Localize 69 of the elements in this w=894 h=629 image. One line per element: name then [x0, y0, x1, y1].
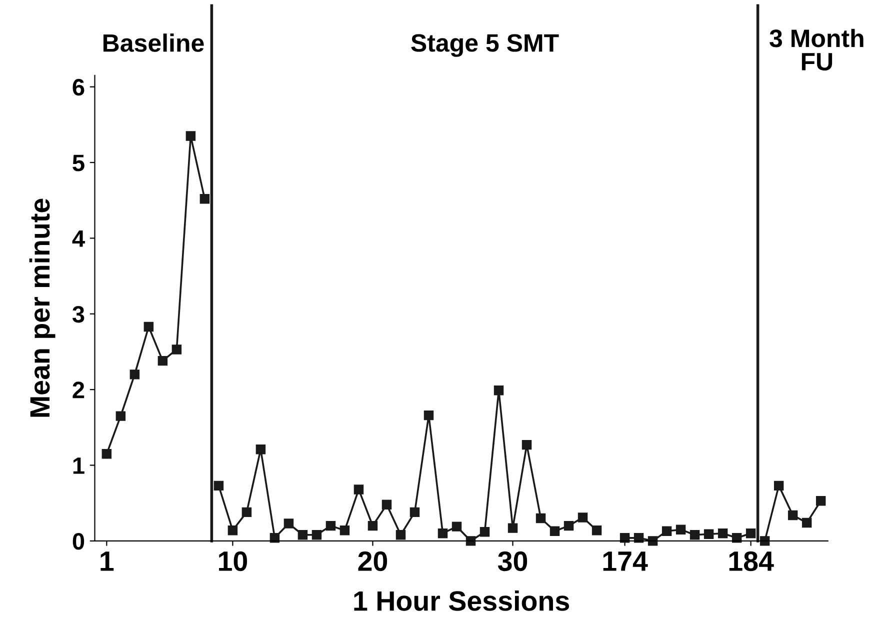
- x-tick-label: 174: [603, 552, 648, 571]
- x-tick-label: 1: [100, 552, 114, 571]
- point: [312, 530, 322, 540]
- point: [410, 507, 420, 518]
- point: [522, 440, 532, 450]
- point: [578, 512, 588, 522]
- point: [382, 500, 392, 510]
- point: [564, 520, 574, 531]
- point: [662, 526, 672, 536]
- y-tick-label: 4: [72, 230, 85, 247]
- point: [368, 520, 378, 531]
- y-tick-label: 1: [73, 458, 84, 474]
- point: [186, 131, 196, 141]
- y-tick-label: 2: [72, 382, 84, 398]
- y-tick-label: 6: [72, 78, 84, 96]
- point: [508, 523, 518, 533]
- point: [648, 536, 658, 546]
- point: [102, 449, 112, 459]
- point: [172, 344, 182, 354]
- point: [438, 528, 448, 538]
- point: [158, 356, 168, 366]
- point: [466, 536, 476, 546]
- x-tick-label: 10: [219, 551, 248, 572]
- x-axis-title: 1 Hour Sessions: [354, 590, 570, 611]
- point: [298, 530, 308, 540]
- text: 3 Month FU: [770, 28, 864, 71]
- point: [690, 530, 700, 540]
- point: [116, 411, 126, 421]
- point: [256, 444, 266, 454]
- point: [130, 370, 140, 380]
- y-tick-label: 5: [72, 154, 84, 172]
- point: [270, 533, 280, 543]
- text: Baseline: [103, 34, 204, 52]
- y-tick-label: 3: [72, 306, 84, 323]
- x-tick-label: 30: [498, 551, 528, 572]
- point: [284, 518, 294, 528]
- point: [494, 385, 504, 396]
- point: [214, 480, 224, 491]
- x-tick-label: 20: [358, 551, 388, 572]
- point: [452, 522, 462, 532]
- point: [228, 525, 238, 536]
- text: Stage 5 SMT: [411, 34, 559, 57]
- point: [634, 533, 644, 543]
- y-tick-label: 0: [72, 533, 84, 550]
- point: [480, 526, 490, 537]
- point: [536, 513, 546, 524]
- point: [340, 525, 350, 536]
- point: [424, 410, 434, 420]
- point: [732, 533, 742, 543]
- y-axis-title: Mean per minute: [29, 198, 56, 417]
- x-tick-label: 184: [729, 551, 774, 572]
- point: [774, 480, 784, 491]
- point: [718, 528, 728, 538]
- point: [144, 322, 154, 332]
- point: [200, 194, 210, 204]
- point: [676, 524, 686, 534]
- point: [242, 507, 252, 518]
- point: [802, 518, 812, 528]
- point: [550, 526, 560, 536]
- point: [704, 529, 714, 539]
- point: [746, 528, 756, 538]
- point: [396, 530, 406, 540]
- point: [760, 536, 770, 546]
- point: [592, 525, 602, 536]
- point: [326, 520, 336, 531]
- point: [788, 510, 798, 520]
- point: [816, 496, 826, 506]
- point: [354, 484, 364, 494]
- point: [620, 533, 630, 543]
